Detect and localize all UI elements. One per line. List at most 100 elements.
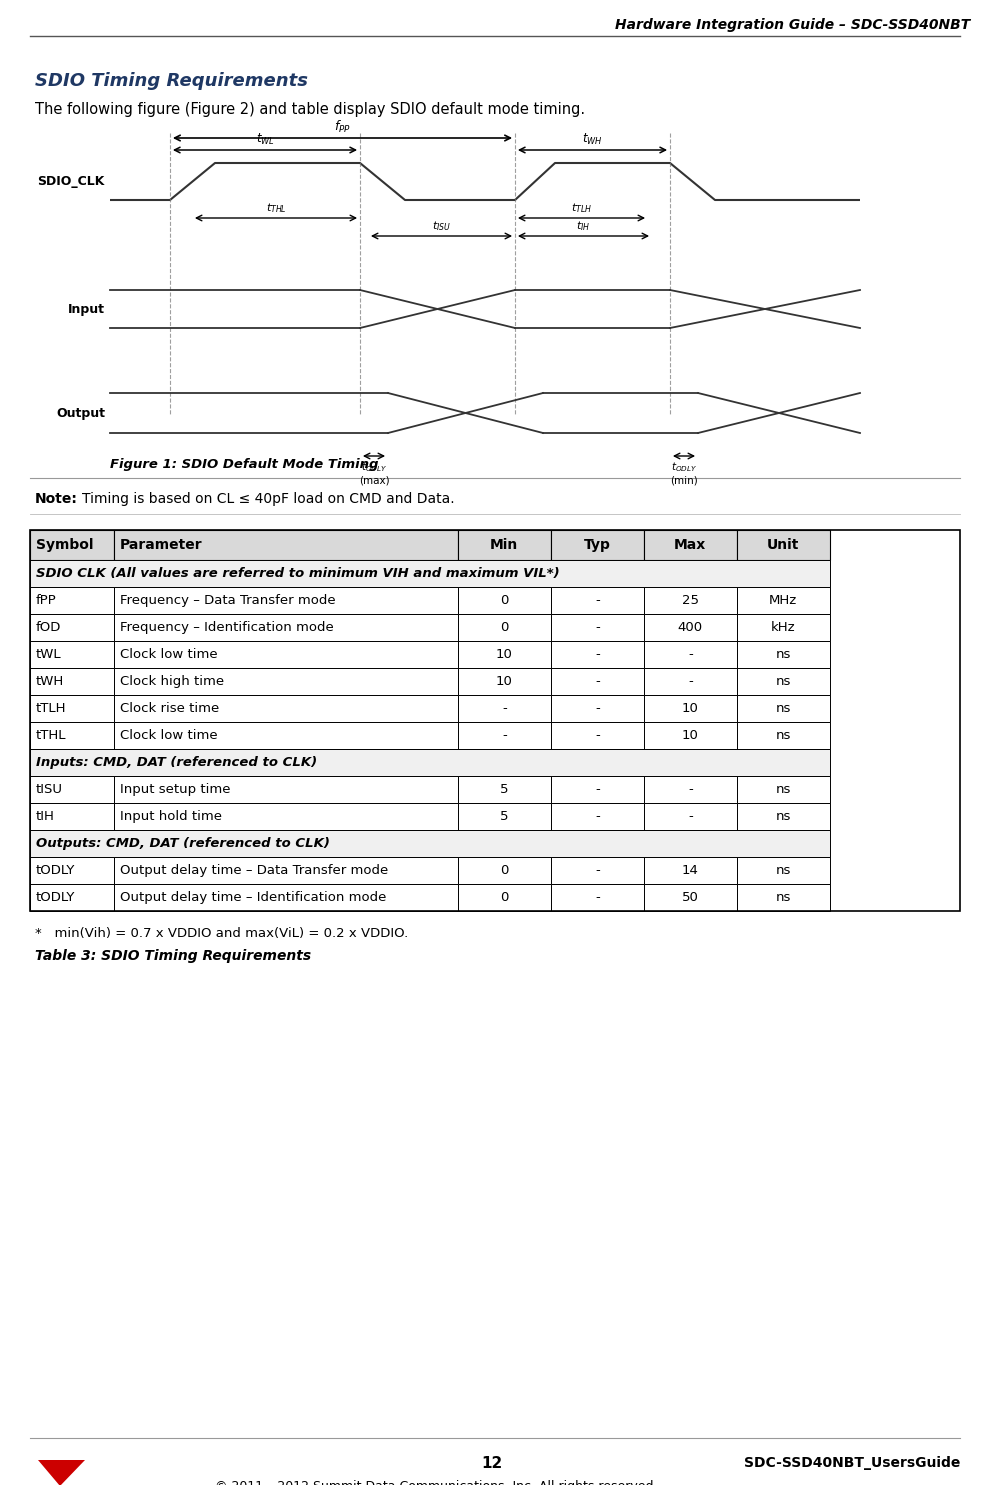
Bar bbox=[644, 613, 737, 642]
Bar bbox=[644, 530, 737, 560]
Text: 10: 10 bbox=[682, 729, 698, 742]
Text: MHz: MHz bbox=[769, 594, 798, 607]
Text: ns: ns bbox=[775, 729, 791, 742]
Bar bbox=[113, 777, 458, 803]
Bar bbox=[30, 613, 113, 642]
Text: Frequency – Identification mode: Frequency – Identification mode bbox=[120, 621, 334, 634]
Bar bbox=[551, 777, 644, 803]
Text: $t_{ISU}$: $t_{ISU}$ bbox=[432, 220, 451, 233]
Text: -: - bbox=[688, 809, 692, 823]
Bar bbox=[737, 642, 829, 668]
Text: 10: 10 bbox=[495, 647, 513, 661]
Text: SDC-SSD40NBT_UsersGuide: SDC-SSD40NBT_UsersGuide bbox=[744, 1455, 960, 1470]
Text: -: - bbox=[595, 864, 600, 878]
Text: 50: 50 bbox=[682, 891, 698, 904]
Text: tIH: tIH bbox=[36, 809, 55, 823]
Bar bbox=[644, 884, 737, 910]
Bar bbox=[644, 587, 737, 613]
Text: 14: 14 bbox=[682, 864, 698, 878]
Bar bbox=[30, 560, 829, 587]
Bar bbox=[30, 803, 113, 830]
Text: 400: 400 bbox=[678, 621, 703, 634]
Bar bbox=[644, 722, 737, 748]
Bar bbox=[551, 803, 644, 830]
Text: -: - bbox=[502, 729, 506, 742]
Text: Symbol: Symbol bbox=[36, 538, 94, 552]
Text: Inputs: CMD, DAT (referenced to CLK): Inputs: CMD, DAT (referenced to CLK) bbox=[36, 756, 317, 769]
Text: -: - bbox=[595, 621, 600, 634]
Bar bbox=[113, 613, 458, 642]
Text: Figure 1: SDIO Default Mode Timing: Figure 1: SDIO Default Mode Timing bbox=[110, 457, 378, 471]
Bar bbox=[458, 777, 551, 803]
Bar bbox=[458, 803, 551, 830]
Text: Typ: Typ bbox=[584, 538, 611, 552]
Bar bbox=[30, 695, 113, 722]
Text: SDIO CLK (All values are referred to minimum VIH and maximum VIL*): SDIO CLK (All values are referred to min… bbox=[36, 567, 559, 581]
Text: 12: 12 bbox=[482, 1455, 502, 1472]
Text: $t_{IH}$: $t_{IH}$ bbox=[576, 220, 591, 233]
Bar bbox=[30, 530, 113, 560]
Bar bbox=[458, 668, 551, 695]
Text: -: - bbox=[595, 676, 600, 688]
Bar bbox=[737, 722, 829, 748]
Bar bbox=[458, 587, 551, 613]
Bar bbox=[551, 695, 644, 722]
Text: Frequency – Data Transfer mode: Frequency – Data Transfer mode bbox=[120, 594, 335, 607]
Bar bbox=[30, 748, 829, 777]
Bar bbox=[30, 777, 113, 803]
Bar bbox=[113, 722, 458, 748]
Bar bbox=[551, 668, 644, 695]
Bar bbox=[737, 587, 829, 613]
Text: -: - bbox=[595, 647, 600, 661]
Text: 10: 10 bbox=[495, 676, 513, 688]
Text: ns: ns bbox=[775, 647, 791, 661]
Text: SDIO_CLK: SDIO_CLK bbox=[37, 175, 105, 189]
Bar bbox=[113, 803, 458, 830]
Text: tODLY: tODLY bbox=[36, 864, 76, 878]
Bar bbox=[644, 857, 737, 884]
Text: $f_{PP}$: $f_{PP}$ bbox=[334, 119, 351, 135]
Bar bbox=[113, 884, 458, 910]
Text: 0: 0 bbox=[500, 864, 508, 878]
Text: ns: ns bbox=[775, 864, 791, 878]
Text: © 2011 – 2012 Summit Data Communications, Inc. All rights reserved.: © 2011 – 2012 Summit Data Communications… bbox=[215, 1481, 658, 1485]
Bar bbox=[644, 668, 737, 695]
Text: -: - bbox=[688, 647, 692, 661]
Polygon shape bbox=[38, 1460, 85, 1485]
Text: Input hold time: Input hold time bbox=[120, 809, 222, 823]
Bar bbox=[113, 530, 458, 560]
Bar bbox=[644, 695, 737, 722]
Text: Output delay time – Data Transfer mode: Output delay time – Data Transfer mode bbox=[120, 864, 388, 878]
Text: *   min(Vih) = 0.7 x VDDIO and max(ViL) = 0.2 x VDDIO.: * min(Vih) = 0.7 x VDDIO and max(ViL) = … bbox=[35, 927, 408, 940]
Bar bbox=[551, 530, 644, 560]
Bar bbox=[113, 642, 458, 668]
Text: Clock rise time: Clock rise time bbox=[120, 702, 219, 714]
Bar bbox=[737, 668, 829, 695]
Text: $t_{THL}$: $t_{THL}$ bbox=[266, 200, 287, 215]
Text: $t_{ODLY}$
(min): $t_{ODLY}$ (min) bbox=[670, 460, 698, 486]
Text: Hardware Integration Guide – SDC-SSD40NBT: Hardware Integration Guide – SDC-SSD40NB… bbox=[615, 18, 970, 33]
Bar bbox=[737, 803, 829, 830]
Bar bbox=[551, 613, 644, 642]
Bar bbox=[30, 642, 113, 668]
Bar bbox=[737, 777, 829, 803]
Text: tWL: tWL bbox=[36, 647, 62, 661]
Bar bbox=[644, 642, 737, 668]
Text: SDIO Timing Requirements: SDIO Timing Requirements bbox=[35, 71, 308, 91]
Text: Max: Max bbox=[674, 538, 706, 552]
Text: fOD: fOD bbox=[36, 621, 61, 634]
Bar bbox=[30, 722, 113, 748]
Text: tODLY: tODLY bbox=[36, 891, 76, 904]
Text: Outputs: CMD, DAT (referenced to CLK): Outputs: CMD, DAT (referenced to CLK) bbox=[36, 838, 330, 849]
Text: 5: 5 bbox=[500, 783, 508, 796]
Text: tTHL: tTHL bbox=[36, 729, 67, 742]
Text: Note:: Note: bbox=[35, 492, 78, 506]
Text: $t_{WH}$: $t_{WH}$ bbox=[582, 132, 603, 147]
Text: -: - bbox=[688, 676, 692, 688]
Bar bbox=[737, 695, 829, 722]
Text: tISU: tISU bbox=[36, 783, 63, 796]
Text: Timing is based on CL ≤ 40pF load on CMD and Data.: Timing is based on CL ≤ 40pF load on CMD… bbox=[82, 492, 455, 506]
Bar bbox=[113, 668, 458, 695]
Text: Clock low time: Clock low time bbox=[120, 729, 218, 742]
Bar bbox=[30, 884, 113, 910]
